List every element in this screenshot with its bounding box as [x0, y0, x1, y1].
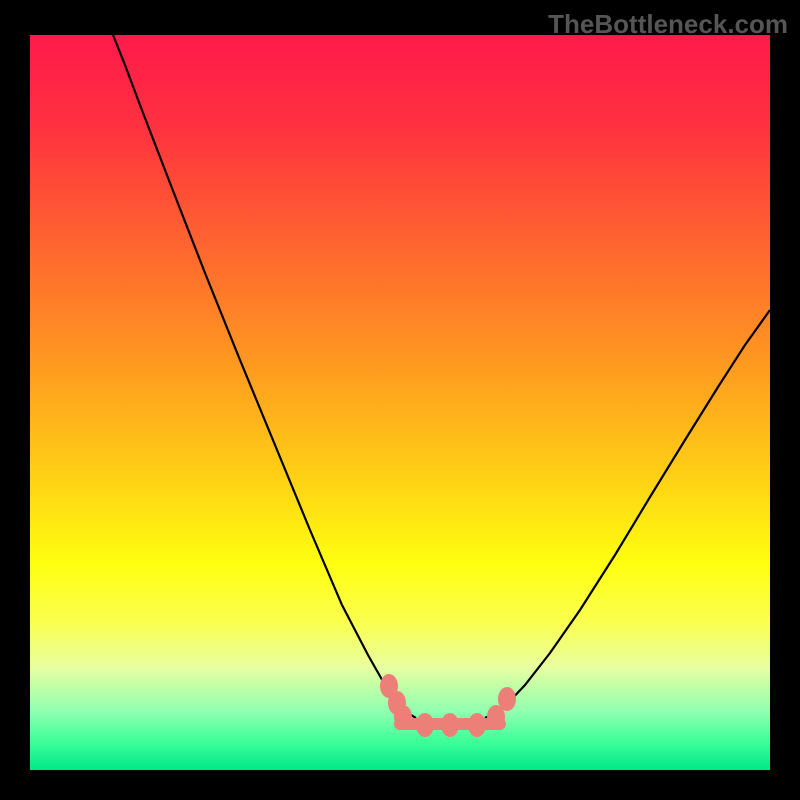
data-dot: [416, 713, 434, 737]
data-dot: [441, 713, 459, 737]
data-dot: [468, 713, 486, 737]
data-dot: [498, 687, 516, 711]
data-dot: [394, 705, 412, 729]
gradient-background: [30, 35, 770, 770]
chart-svg: [0, 0, 800, 800]
watermark-text: TheBottleneck.com: [548, 9, 788, 40]
